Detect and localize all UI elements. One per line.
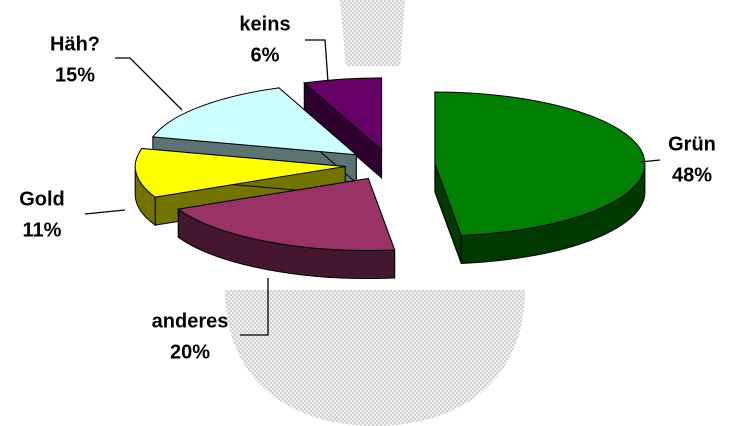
background-shape <box>340 0 405 66</box>
slice-top <box>134 148 346 198</box>
slice <box>134 148 346 227</box>
pie <box>134 77 646 280</box>
leader-lines <box>84 39 661 336</box>
slice-top <box>151 87 358 156</box>
category-label: Grün <box>668 133 716 155</box>
leader-line <box>240 278 269 336</box>
category-label: Häh? <box>50 33 100 55</box>
slice-top <box>177 177 396 252</box>
category-label: Gold <box>19 188 65 210</box>
leader-line <box>639 159 661 163</box>
slice-top <box>303 77 383 151</box>
slice <box>303 77 383 179</box>
leader-line <box>84 209 126 215</box>
value-label: 48% <box>672 164 712 186</box>
value-label: 15% <box>55 64 95 86</box>
background-shape <box>225 290 525 426</box>
category-label: anderes <box>152 310 229 332</box>
value-label: 6% <box>251 44 280 66</box>
value-label: 11% <box>23 219 62 241</box>
slice-top <box>434 91 646 236</box>
leader-line <box>305 39 329 83</box>
slice <box>177 177 396 280</box>
value-label: 20% <box>170 341 210 363</box>
data-labels: Grün 48% anderes 20% Gold 11% Häh? 15% keins 6% <box>19 13 716 363</box>
leader-line <box>115 57 183 111</box>
slice <box>434 91 646 264</box>
category-label: keins <box>239 13 290 35</box>
